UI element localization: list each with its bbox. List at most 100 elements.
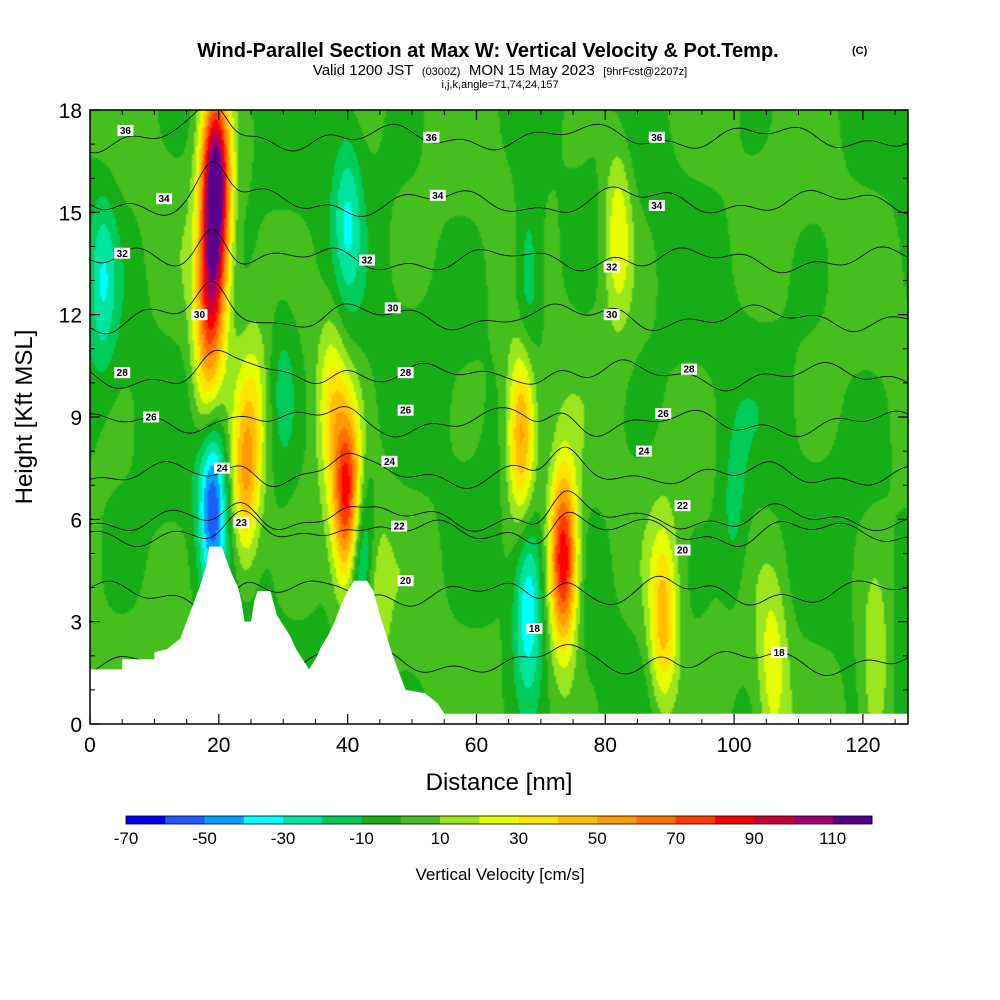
terrain — [90, 546, 908, 724]
contour-label: 22 — [391, 520, 408, 533]
contour-label-box — [674, 500, 691, 512]
contour-label-text: 32 — [606, 262, 618, 273]
contour-label-box — [397, 575, 414, 587]
contour-label: 20 — [674, 544, 691, 557]
chart-title: Wind-Parallel Section at Max W: Vertical… — [197, 40, 778, 62]
contour-label: 30 — [384, 302, 401, 314]
contour-label-text: 34 — [651, 201, 663, 212]
contour-label: 28 — [397, 367, 414, 379]
y-tick-label: 18 — [59, 100, 82, 123]
x-tick-label: 0 — [84, 734, 96, 757]
contour-label-text: 24 — [384, 457, 396, 468]
colorbar-tick-label: 110 — [819, 829, 846, 848]
contour-label-box — [117, 124, 134, 136]
contour-label-text: 36 — [120, 126, 132, 137]
contour-label-box — [114, 247, 131, 259]
colorbar: -70 -50 -30 -10 10 30 50 70 90 110 — [114, 815, 873, 848]
contour-label-box — [114, 367, 131, 379]
colorbar-swatch — [361, 816, 402, 824]
contour-label: 24 — [214, 462, 231, 475]
contour-label: 24 — [635, 445, 652, 458]
chart-subtitle: Valid 1200 JST (0300Z) MON 15 May 2023 [… — [313, 62, 687, 79]
y-tick-label: 6 — [70, 509, 82, 532]
copyright-mark: (C) — [852, 45, 868, 57]
x-tick-label: 20 — [207, 734, 230, 757]
colorbar-swatch — [832, 816, 873, 824]
contour-label-box — [681, 363, 698, 375]
contour-label-box — [156, 193, 173, 205]
contour-label-text: 36 — [426, 133, 438, 144]
contour-labels: 36 36 36 34 34 34 32 32 32 30 30 30 28 28 28 26 26 26 24 24… — [114, 124, 788, 659]
contour-label-text: 36 — [651, 133, 663, 144]
contour-label: 36 — [423, 131, 440, 144]
contour-label-box — [397, 367, 414, 379]
contour-label: 30 — [603, 309, 620, 321]
contour-label-text: 24 — [216, 464, 228, 475]
colorbar-swatch — [636, 816, 676, 824]
contour-label-text: 24 — [638, 447, 650, 458]
contour-label: 26 — [655, 408, 672, 420]
contour-label: 36 — [648, 131, 665, 144]
contour-label: 32 — [603, 261, 620, 273]
forecast-info: [9hrFcst@2207z] — [603, 66, 687, 78]
contour-label: 22 — [674, 500, 691, 512]
colorbar-swatch — [557, 816, 598, 824]
contour-label: 20 — [397, 575, 414, 587]
contour-label-box — [674, 544, 691, 556]
contour-label-box — [648, 200, 665, 212]
contour-label: 24 — [381, 455, 398, 468]
theta-contour — [90, 229, 908, 274]
contour-label-text: 32 — [361, 256, 373, 267]
x-tick-label: 80 — [594, 734, 617, 757]
contour-label-box — [655, 408, 672, 420]
colorbar-swatch — [283, 816, 323, 824]
contour-label: 30 — [191, 309, 208, 321]
colorbar-frame — [125, 815, 873, 825]
contour-label-text: 28 — [117, 368, 129, 379]
contour-label: 34 — [429, 189, 446, 202]
contour-label: 34 — [648, 200, 665, 212]
contour-label-box — [397, 404, 414, 416]
theta-contour — [90, 349, 908, 392]
colorbar-swatch — [675, 816, 716, 824]
contour-label-box — [771, 646, 788, 658]
contour-label-text: 26 — [146, 413, 158, 424]
colorbar-swatch — [204, 816, 245, 824]
contour-label-text: 32 — [117, 249, 129, 260]
contour-label: 28 — [681, 363, 698, 376]
colorbar-tick-label: 10 — [431, 829, 450, 848]
colorbar-tick-label: 70 — [666, 829, 685, 848]
contour-label: 36 — [117, 124, 134, 137]
colorbar-swatch — [714, 816, 755, 824]
potential-temperature-contours — [90, 110, 908, 676]
contour-label-text: 22 — [394, 522, 406, 533]
contour-label-box — [143, 411, 160, 423]
theta-contour — [90, 406, 908, 438]
contour-label: 32 — [358, 254, 375, 267]
contour-label-box — [635, 445, 652, 457]
x-tick-label: 120 — [845, 734, 880, 757]
colorbar-tick-label: 50 — [588, 829, 607, 848]
contour-label: 34 — [156, 193, 173, 205]
valid-time: Valid 1200 JST — [313, 62, 414, 79]
contour-label-box — [191, 309, 208, 321]
theta-contour — [90, 510, 908, 548]
contour-label-box — [214, 462, 231, 474]
contour-label: 32 — [114, 247, 131, 260]
colorbar-swatch — [400, 816, 441, 824]
colorbar-label: Vertical Velocity [cm/s] — [415, 865, 584, 884]
theta-contour — [90, 161, 908, 217]
contour-label-text: 26 — [658, 409, 670, 420]
y-tick-label: 3 — [70, 612, 82, 635]
contour-label-box — [391, 520, 408, 532]
x-tick-label: 60 — [465, 734, 488, 757]
utc-time: (0300Z) — [422, 66, 461, 78]
contour-label-text: 20 — [677, 546, 689, 557]
colorbar-swatch — [440, 816, 480, 824]
contour-label: 26 — [143, 411, 160, 424]
theta-contour — [90, 490, 908, 532]
contour-label-text: 18 — [774, 648, 786, 659]
contour-label: 23 — [233, 517, 250, 529]
y-tick-label: 15 — [59, 202, 82, 225]
